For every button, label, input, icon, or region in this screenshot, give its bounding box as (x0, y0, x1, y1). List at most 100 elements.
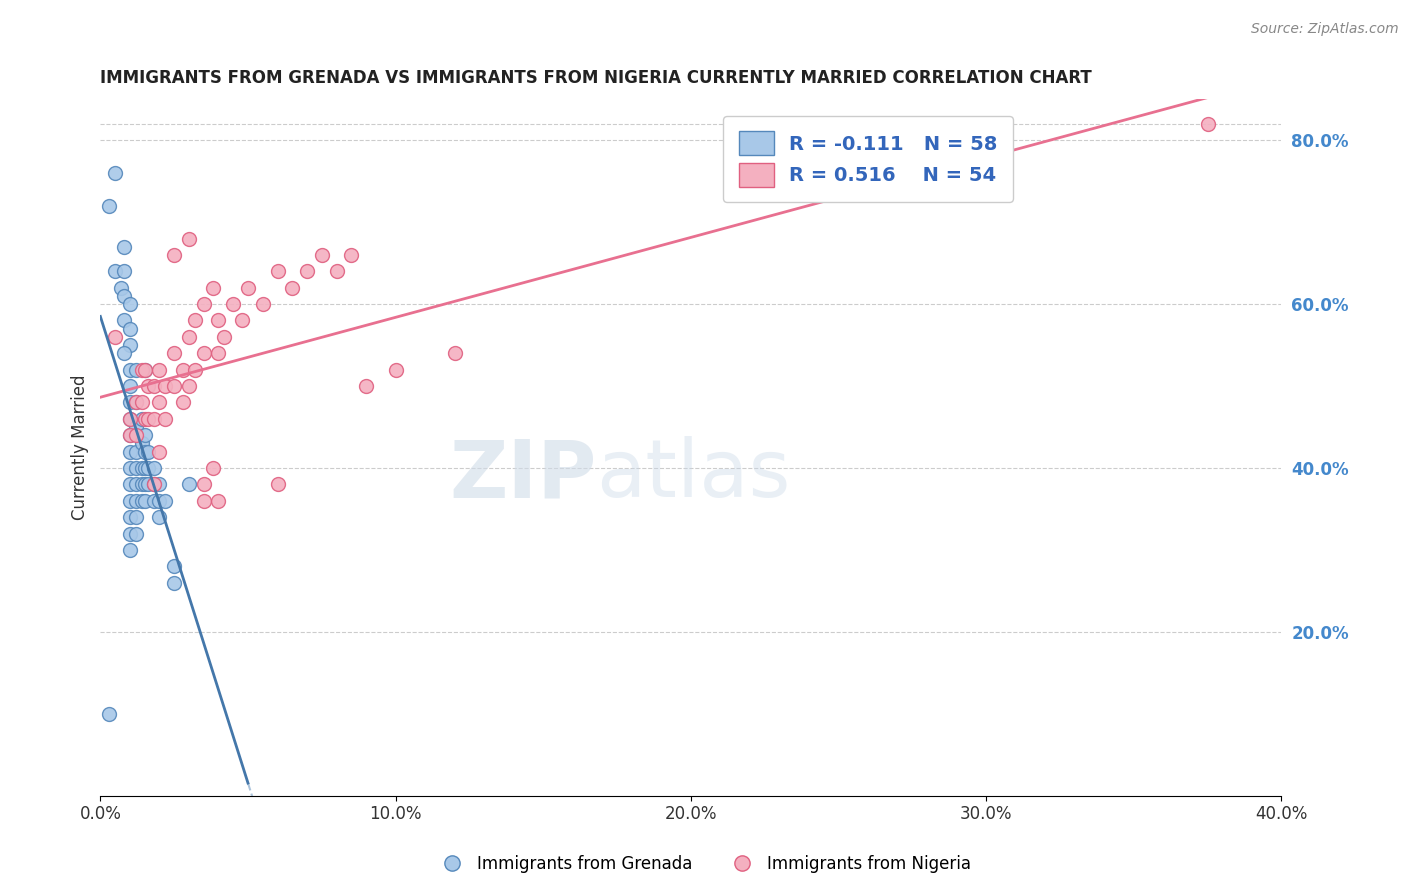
Point (118, 493, 141, 508)
Point (142, 411, 165, 425)
Point (134, 411, 156, 425)
Point (125, 362, 148, 376)
Point (163, 559, 186, 574)
Point (125, 444, 148, 458)
Point (134, 362, 156, 376)
Point (201, 461, 224, 475)
Point (134, 444, 156, 458)
Point (134, 477, 156, 491)
Point (148, 477, 170, 491)
Point (148, 493, 170, 508)
Point (384, 362, 406, 376)
Point (163, 379, 186, 393)
Point (184, 313, 207, 327)
Point (112, 313, 135, 327)
Point (340, 248, 363, 262)
Point (177, 379, 200, 393)
Point (155, 379, 177, 393)
Point (125, 420, 148, 434)
Point (295, 264, 318, 278)
Point (118, 542, 141, 557)
Point (131, 477, 153, 491)
Point (354, 379, 377, 393)
Point (118, 428, 141, 442)
Point (266, 264, 288, 278)
Point (136, 444, 159, 458)
Point (104, 166, 127, 180)
Point (104, 264, 127, 278)
Legend: R = -0.111   N = 58, R = 0.516    N = 54: R = -0.111 N = 58, R = 0.516 N = 54 (723, 116, 1014, 202)
Legend: Immigrants from Grenada, Immigrants from Nigeria: Immigrants from Grenada, Immigrants from… (429, 848, 977, 880)
Point (177, 330, 200, 344)
Point (193, 346, 215, 360)
Point (118, 428, 141, 442)
Point (142, 461, 165, 475)
Point (118, 379, 141, 393)
Point (207, 313, 229, 327)
Point (118, 395, 141, 409)
Point (193, 477, 215, 491)
Point (125, 477, 148, 491)
Point (125, 526, 148, 541)
Point (281, 281, 304, 295)
Point (125, 395, 148, 409)
Point (118, 338, 141, 352)
Point (1197, 117, 1219, 131)
Point (118, 526, 141, 541)
Point (148, 362, 170, 376)
Point (172, 395, 194, 409)
Point (134, 362, 156, 376)
Point (443, 346, 465, 360)
Point (193, 297, 215, 311)
Point (118, 411, 141, 425)
Point (131, 493, 153, 508)
Point (112, 264, 135, 278)
Point (98, 706, 121, 721)
Point (193, 493, 215, 508)
Point (142, 493, 165, 508)
Point (266, 477, 288, 491)
Point (134, 461, 156, 475)
Point (125, 428, 148, 442)
Point (148, 510, 170, 524)
Point (118, 321, 141, 335)
Point (136, 461, 159, 475)
Point (214, 330, 236, 344)
Point (125, 493, 148, 508)
Point (118, 461, 141, 475)
Point (104, 330, 127, 344)
Point (163, 575, 186, 590)
Point (118, 411, 141, 425)
Point (125, 461, 148, 475)
Text: Source: ZipAtlas.com: Source: ZipAtlas.com (1251, 22, 1399, 37)
Point (148, 444, 170, 458)
Point (163, 346, 186, 360)
Point (184, 362, 207, 376)
Point (222, 297, 245, 311)
Point (112, 240, 135, 254)
Point (163, 248, 186, 262)
Point (118, 510, 141, 524)
Point (177, 477, 200, 491)
Text: atlas: atlas (596, 436, 790, 515)
Point (125, 395, 148, 409)
Point (112, 346, 135, 360)
Point (131, 461, 153, 475)
Point (236, 281, 259, 295)
Point (131, 436, 153, 450)
Point (231, 313, 253, 327)
Text: IMMIGRANTS FROM GRENADA VS IMMIGRANTS FROM NIGERIA CURRENTLY MARRIED CORRELATION: IMMIGRANTS FROM GRENADA VS IMMIGRANTS FR… (100, 69, 1092, 87)
Point (118, 297, 141, 311)
Point (201, 281, 224, 295)
Point (134, 493, 156, 508)
Point (118, 444, 141, 458)
Point (98, 199, 121, 213)
Point (207, 493, 229, 508)
Point (155, 411, 177, 425)
Point (172, 362, 194, 376)
Point (142, 477, 165, 491)
Point (118, 362, 141, 376)
Y-axis label: Currently Married: Currently Married (72, 375, 89, 520)
Point (118, 477, 141, 491)
Point (125, 510, 148, 524)
